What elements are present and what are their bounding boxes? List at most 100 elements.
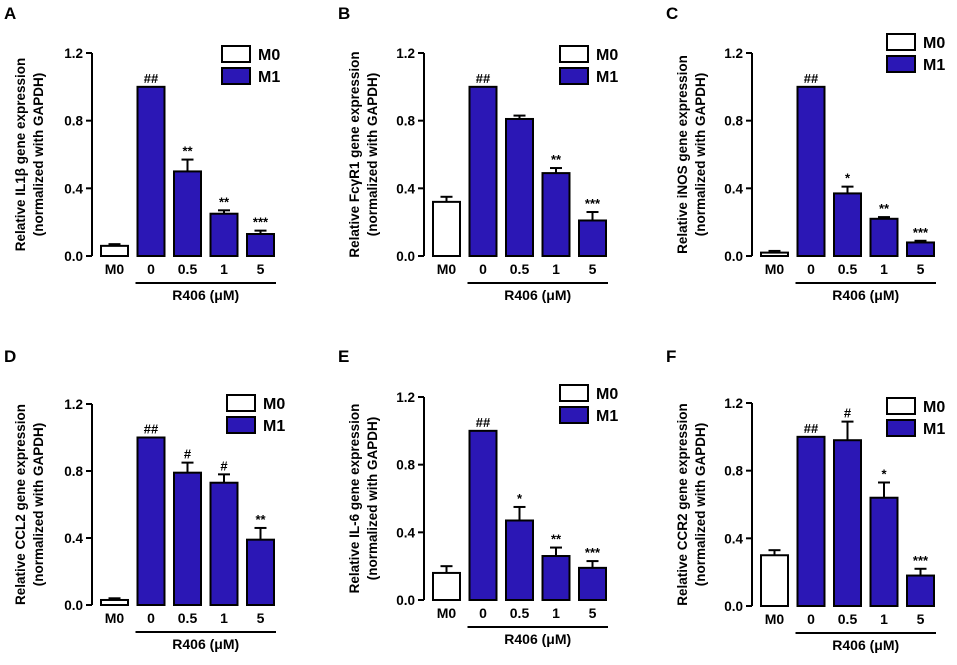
significance-label: ##	[476, 415, 491, 430]
x-axis-title: R406 (μM)	[504, 631, 571, 647]
panel-letter: F	[666, 347, 676, 366]
significance-label: **	[551, 152, 562, 167]
legend-swatch-m1	[886, 419, 916, 437]
x-tick-label: 0	[147, 610, 155, 626]
y-tick-label: 1.2	[64, 397, 83, 412]
bar-m0-0	[100, 598, 129, 606]
bar-m1-3	[541, 172, 571, 258]
y-axis-label: Relative IL1β gene expression	[13, 58, 28, 252]
significance-label: ***	[913, 553, 929, 568]
bar-m1-1	[796, 85, 826, 258]
x-tick-label: 0	[807, 611, 815, 627]
legend-label-m0: M0	[258, 47, 280, 64]
y-tick-label: 1.2	[64, 46, 83, 61]
y-tick-label: 0.8	[64, 464, 83, 479]
legend-swatch-m1	[221, 67, 251, 85]
y-tick-label: 0.0	[396, 249, 415, 264]
bar-m1-3	[869, 217, 899, 258]
bar-m1-2	[505, 117, 534, 257]
legend-swatch-m0	[226, 394, 256, 412]
panel-letter: D	[4, 347, 16, 366]
legend-label-m0: M0	[923, 35, 945, 52]
x-tick-label: 0.5	[178, 261, 198, 277]
x-tick-label: 0	[807, 261, 815, 277]
panel-letter: B	[338, 4, 350, 23]
legend-label-m0: M0	[596, 47, 618, 64]
significance-label: #	[844, 406, 852, 421]
y-tick-label: 0.4	[724, 531, 743, 546]
x-tick-label: M0	[105, 610, 125, 626]
legend-label-m1: M1	[923, 421, 945, 438]
y-tick-label: 0.0	[396, 593, 415, 608]
x-tick-label: 5	[257, 610, 265, 626]
x-tick-label: M0	[437, 261, 457, 277]
panel-letter: A	[4, 4, 16, 23]
significance-label: ##	[144, 422, 159, 437]
bar-m1-1	[468, 85, 498, 258]
x-tick-label: 0.5	[510, 261, 530, 277]
x-tick-label: 0.5	[838, 261, 858, 277]
bar-m1-1	[468, 429, 498, 602]
y-axis-sublabel: (normalized with GAPDH)	[31, 73, 46, 237]
panel-letter: E	[338, 347, 349, 366]
y-tick-label: 0.4	[64, 531, 83, 546]
x-tick-label: 0	[147, 261, 155, 277]
significance-label: ***	[913, 225, 929, 240]
y-axis-label: Relative iNOS gene expression	[675, 55, 690, 254]
y-tick-label: 1.2	[396, 46, 415, 61]
x-tick-label: 1	[552, 605, 560, 621]
significance-label: *	[845, 171, 851, 186]
significance-label: **	[879, 201, 890, 216]
significance-label: ##	[144, 71, 159, 86]
bar-m0-0	[432, 200, 461, 258]
y-axis-sublabel: (normalized with GAPDH)	[693, 73, 708, 237]
significance-label: ***	[585, 196, 601, 211]
y-axis-sublabel: (normalized with GAPDH)	[693, 423, 708, 587]
significance-label: **	[219, 194, 230, 209]
bar-m1-1	[796, 435, 826, 608]
y-axis-sublabel: (normalized with GAPDH)	[31, 423, 46, 587]
significance-label: ##	[804, 421, 819, 436]
significance-label: **	[551, 532, 562, 547]
panel-b: B Relative FcγR1 gene expression (normaliz…	[338, 4, 618, 303]
bar-m1-2	[505, 519, 534, 601]
bar-m0-0	[760, 251, 789, 258]
bar-m1-1	[136, 436, 166, 606]
bar-m0-0	[432, 571, 461, 602]
legend-label-m1: M1	[923, 57, 945, 74]
legend-label-m0: M0	[263, 396, 285, 413]
legend-swatch-m0	[221, 45, 251, 63]
x-axis-title: R406 (μM)	[504, 287, 571, 303]
x-axis-title: R406 (μM)	[172, 636, 239, 652]
significance-label: ##	[804, 71, 819, 86]
bar-m1-4	[246, 538, 275, 606]
y-axis-label: Relative CCR2 gene expression	[675, 403, 690, 606]
x-tick-label: 1	[880, 261, 888, 277]
x-tick-label: M0	[105, 261, 125, 277]
bar-m1-4	[906, 241, 935, 257]
y-tick-label: 0.0	[724, 249, 743, 264]
y-tick-label: 1.2	[724, 46, 743, 61]
y-tick-label: 0.4	[396, 525, 415, 540]
bar-m1-4	[578, 566, 607, 602]
x-tick-label: 0.5	[510, 605, 530, 621]
bar-m1-4	[906, 574, 935, 607]
bar-m1-2	[173, 170, 202, 258]
panel-c: C Relative iNOS gene expression (normalize…	[666, 4, 945, 303]
legend-label-m0: M0	[596, 386, 618, 403]
legend-swatch-m0	[886, 33, 916, 51]
legend-label-m1: M1	[596, 408, 618, 425]
significance-label: *	[517, 491, 523, 506]
significance-label: #	[220, 458, 228, 473]
significance-label: *	[881, 467, 887, 482]
y-tick-label: 0.0	[724, 599, 743, 614]
x-tick-label: 0.5	[178, 610, 198, 626]
bar-m1-4	[578, 219, 607, 258]
legend-label-m0: M0	[923, 399, 945, 416]
x-tick-label: 5	[589, 605, 597, 621]
bar-m1-2	[173, 471, 202, 606]
x-tick-label: 1	[220, 261, 228, 277]
